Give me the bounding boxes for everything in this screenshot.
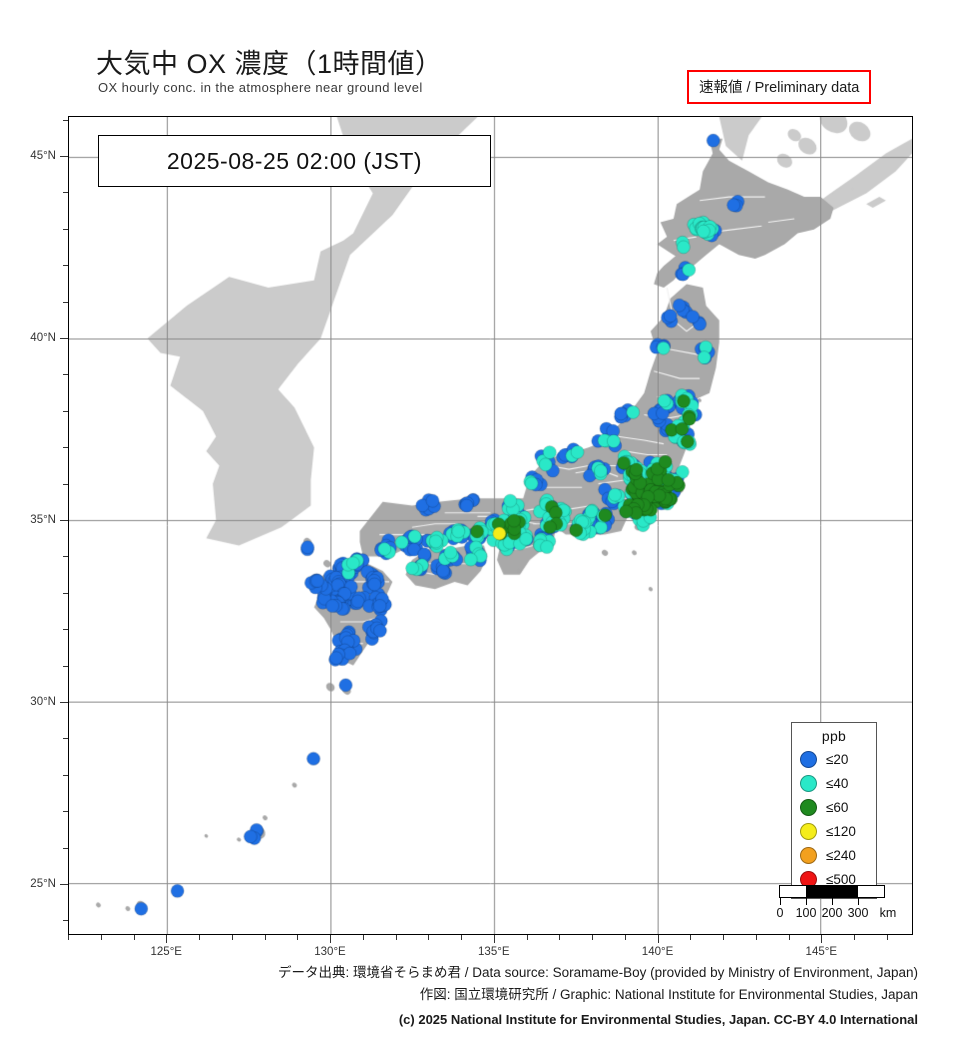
lon-tick <box>68 935 69 940</box>
scale-bar-labels: 0 100 200 300 km <box>776 906 912 922</box>
lon-tick-label: 130°E <box>314 946 346 958</box>
scale-bar: 0 100 200 300 km <box>776 885 912 922</box>
lat-tick <box>60 702 68 704</box>
legend-item-label: ≤500 <box>826 871 856 887</box>
lon-tick <box>592 935 594 940</box>
lon-tick <box>657 935 659 943</box>
lon-tick <box>199 935 200 940</box>
legend-item: ≤40 <box>792 771 876 795</box>
legend-swatch-icon <box>800 750 817 768</box>
footer-graphic-credit: 作図: 国立環境研究所 / Graphic: National Institut… <box>419 987 918 1002</box>
lat-tick <box>60 520 68 522</box>
scale-bar-tick-label: 200 <box>821 906 843 920</box>
footer-copyright: (c) 2025 National Institute for Environm… <box>398 1012 918 1027</box>
lon-tick-label: 145°E <box>805 946 838 958</box>
legend-rows: ≤20 ≤40 ≤60 ≤120 ≤240 ≤500 <box>792 747 876 891</box>
scale-bar-tick <box>858 898 859 905</box>
legend-item: ≤120 <box>792 819 876 843</box>
legend-item-label: ≤120 <box>826 823 856 839</box>
legend-item-label: ≤40 <box>826 775 849 791</box>
scale-bar-tick-label: 300 <box>847 906 869 920</box>
legend: ppb ≤20 ≤40 ≤60 ≤120 ≤240 ≤500 <box>791 722 877 899</box>
lon-tick <box>428 935 430 940</box>
lon-tick <box>297 935 299 940</box>
lon-tick <box>854 935 856 940</box>
timestamp-box: 2025-08-25 02:00 (JST) <box>98 135 491 187</box>
lon-tick <box>264 935 266 940</box>
lat-tick-label: 35°N <box>30 514 56 527</box>
scale-bar-segment <box>832 886 858 897</box>
scale-bar-segment <box>780 886 806 897</box>
lon-tick <box>231 935 233 940</box>
header: 大気中 OX 濃度（1時間値） OX hourly conc. in the a… <box>0 0 980 116</box>
legend-swatch-icon <box>800 798 817 816</box>
lon-tick <box>526 935 528 940</box>
legend-item: ≤60 <box>792 795 876 819</box>
lon-tick <box>559 935 561 940</box>
legend-item-label: ≤60 <box>826 799 849 815</box>
scale-bar-tick <box>780 898 781 905</box>
lon-tick-label: 125°E <box>150 946 182 958</box>
lon-tick-label: 140°E <box>641 946 674 958</box>
preliminary-data-badge: 速報値 / Preliminary data <box>687 70 872 104</box>
lat-tick-label: 40°N <box>30 332 56 345</box>
legend-title: ppb <box>821 728 847 744</box>
lon-tick <box>886 935 888 940</box>
lon-tick <box>624 935 626 940</box>
lat-tick <box>60 338 68 340</box>
lat-tick-label: 45°N <box>30 150 56 163</box>
lon-tick-label: 135°E <box>478 946 510 958</box>
legend-item-label: ≤20 <box>826 751 849 767</box>
scale-bar-tick <box>806 898 807 905</box>
lon-tick <box>788 935 790 940</box>
station-points-canvas <box>69 117 912 934</box>
lon-tick <box>755 935 757 940</box>
legend-item: ≤20 <box>792 747 876 771</box>
lat-tick <box>60 884 68 886</box>
legend-item-label: ≤240 <box>826 847 856 863</box>
lat-tick-label: 30°N <box>30 696 56 709</box>
scale-bar-tick <box>832 898 833 905</box>
lon-tick <box>133 935 135 940</box>
legend-swatch-icon <box>800 846 817 864</box>
lat-tick <box>60 156 68 158</box>
lon-tick <box>100 935 102 940</box>
lon-tick <box>330 935 331 943</box>
page-subtitle: OX hourly conc. in the atmosphere near g… <box>98 80 423 95</box>
lon-tick <box>395 935 397 940</box>
lon-tick <box>461 935 463 940</box>
footer: データ出典: 環境省そらまめ君 / Data source: Soramame-… <box>0 962 980 1031</box>
map-plot-area[interactable]: 2025-08-25 02:00 (JST) ppb ≤20 ≤40 ≤60 ≤120… <box>68 116 913 935</box>
footer-datasource: データ出典: 環境省そらまめ君 / Data source: Soramame-… <box>278 965 918 980</box>
scale-bar-ticks <box>779 898 885 905</box>
lon-tick <box>821 935 823 943</box>
scale-bar-tick-label: 100 <box>795 906 817 920</box>
legend-item: ≤240 <box>792 843 876 867</box>
lon-tick <box>362 935 364 940</box>
scale-bar-segment <box>806 886 832 897</box>
lon-tick <box>723 935 725 940</box>
legend-swatch-icon <box>800 822 817 840</box>
scale-bar-segments <box>779 885 885 898</box>
legend-swatch-icon <box>800 774 817 792</box>
lat-tick-label: 25°N <box>30 878 56 891</box>
lon-tick <box>166 935 168 943</box>
scale-bar-tick-label: 0 <box>776 906 784 920</box>
scale-bar-segment <box>858 886 884 897</box>
lon-tick <box>690 935 692 940</box>
lon-tick <box>493 935 495 943</box>
scale-bar-unit: km <box>879 906 897 920</box>
page-title: 大気中 OX 濃度（1時間値） <box>96 49 443 79</box>
